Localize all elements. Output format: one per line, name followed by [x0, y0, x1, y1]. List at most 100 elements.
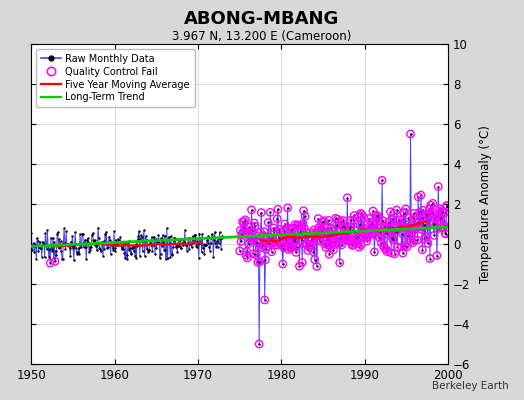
Point	[145, 247, 154, 254]
Point	[420, 222, 428, 228]
Point	[53, 229, 62, 235]
Point	[329, 232, 337, 238]
Point	[369, 208, 377, 214]
Point	[370, 249, 379, 255]
Point	[288, 243, 297, 250]
Point	[386, 208, 395, 215]
Point	[284, 246, 292, 253]
Point	[334, 240, 343, 247]
Point	[386, 226, 394, 232]
Point	[164, 236, 172, 242]
Point	[387, 250, 395, 256]
Point	[378, 217, 387, 224]
Point	[283, 205, 292, 211]
Point	[286, 226, 294, 232]
Point	[327, 225, 335, 232]
Point	[121, 255, 129, 262]
Point	[168, 252, 176, 258]
Point	[250, 220, 258, 226]
Point	[286, 226, 294, 232]
Point	[49, 255, 58, 261]
Point	[440, 222, 448, 228]
Point	[330, 242, 339, 248]
Point	[365, 215, 373, 222]
Point	[196, 240, 204, 246]
Point	[291, 221, 300, 228]
Point	[289, 225, 298, 232]
Point	[382, 246, 390, 252]
Point	[205, 244, 213, 250]
Point	[236, 248, 244, 254]
Point	[418, 246, 427, 253]
Point	[408, 229, 416, 236]
Point	[206, 240, 215, 246]
Point	[169, 243, 177, 250]
Point	[358, 226, 367, 233]
Point	[382, 246, 390, 252]
Point	[429, 200, 437, 206]
Point	[314, 215, 322, 222]
Point	[121, 250, 129, 256]
Point	[155, 240, 163, 246]
Point	[183, 248, 191, 255]
Point	[337, 218, 345, 225]
Point	[406, 237, 414, 244]
Point	[429, 221, 438, 227]
Point	[84, 239, 93, 245]
Point	[428, 209, 436, 215]
Point	[368, 227, 377, 233]
Point	[245, 224, 254, 230]
Point	[117, 246, 126, 252]
Point	[388, 216, 396, 222]
Point	[345, 238, 353, 244]
Point	[178, 240, 187, 246]
Point	[149, 234, 158, 240]
Point	[31, 243, 39, 249]
Point	[321, 241, 329, 247]
Point	[177, 245, 185, 251]
Point	[290, 239, 299, 245]
Point	[236, 248, 244, 254]
Point	[237, 238, 245, 245]
Point	[202, 242, 210, 248]
Point	[347, 238, 356, 245]
Point	[433, 252, 441, 259]
Point	[134, 236, 142, 242]
Point	[340, 223, 348, 230]
Point	[386, 226, 394, 232]
Point	[277, 241, 285, 248]
Point	[264, 240, 272, 246]
Point	[391, 225, 399, 231]
Point	[274, 206, 282, 212]
Point	[392, 228, 400, 235]
Point	[283, 224, 291, 231]
Point	[192, 244, 201, 250]
Point	[157, 235, 166, 242]
Point	[394, 218, 402, 225]
Point	[274, 206, 282, 212]
Point	[136, 253, 144, 259]
Point	[54, 245, 63, 251]
Point	[358, 211, 366, 218]
Point	[116, 234, 125, 240]
Point	[258, 242, 267, 248]
Point	[336, 234, 345, 241]
Point	[72, 249, 81, 255]
Point	[424, 211, 433, 218]
Point	[356, 222, 364, 228]
Point	[211, 229, 219, 235]
Point	[239, 218, 248, 225]
Point	[305, 244, 313, 251]
Point	[243, 255, 252, 261]
Point	[308, 235, 316, 242]
Point	[87, 244, 95, 250]
Point	[268, 235, 277, 241]
Point	[123, 252, 131, 258]
Point	[384, 231, 392, 237]
Point	[294, 222, 302, 228]
Point	[113, 242, 122, 248]
Point	[374, 213, 382, 220]
Point	[393, 244, 401, 250]
Point	[324, 242, 332, 248]
Point	[297, 237, 305, 243]
